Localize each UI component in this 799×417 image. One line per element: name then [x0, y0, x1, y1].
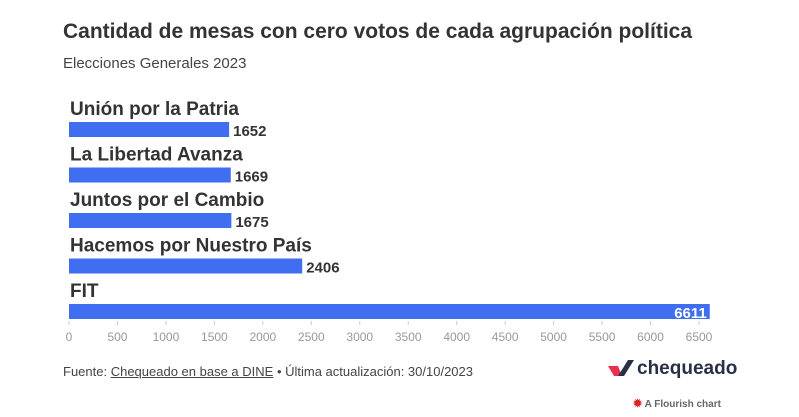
- category-label: Juntos por el Cambio: [70, 190, 264, 211]
- x-tick-label: 6000: [637, 330, 664, 344]
- data-label: 1675: [235, 214, 268, 231]
- source-prefix: Fuente:: [63, 364, 111, 379]
- flourish-credit[interactable]: ✹ A Flourish chart: [633, 397, 721, 410]
- x-tick-label: 3500: [395, 330, 422, 344]
- chart-title: Cantidad de mesas con cero votos de cada…: [63, 20, 693, 43]
- bar[interactable]: [69, 258, 303, 274]
- x-tick-label: 2000: [249, 330, 276, 344]
- source-suffix: • Última actualización: 30/10/2023: [273, 364, 473, 379]
- x-tick-label: 1000: [153, 330, 180, 344]
- logo-text: chequeado: [637, 358, 738, 379]
- source-link[interactable]: Chequeado en base a DINE: [110, 364, 274, 379]
- x-tick-label: 1500: [201, 330, 228, 344]
- x-tick-label: 500: [107, 330, 127, 344]
- x-tick-label: 6500: [686, 330, 713, 344]
- data-label: 1669: [235, 169, 268, 186]
- flourish-icon: ✹: [633, 398, 643, 410]
- x-tick-label: 4500: [492, 330, 519, 344]
- bar[interactable]: [69, 213, 232, 228]
- x-tick-label: 2500: [298, 330, 325, 344]
- category-label: Hacemos por Nuestro País: [70, 236, 312, 257]
- x-tick-label: 5500: [589, 330, 616, 344]
- chequeado-logo[interactable]: chequeado: [608, 358, 737, 380]
- data-label: 2406: [306, 260, 339, 277]
- bar[interactable]: [69, 304, 710, 319]
- category-label: La Libertad Avanza: [70, 145, 243, 166]
- x-tick-label: 4000: [443, 330, 470, 344]
- chequeado-logo-icon: [608, 360, 634, 376]
- flourish-text: A Flourish chart: [644, 399, 721, 410]
- source-footer: Fuente: Chequeado en base a DINE • Últim…: [63, 364, 473, 379]
- data-label: 6611: [674, 305, 707, 322]
- bar[interactable]: [69, 122, 230, 137]
- x-tick-label: 3000: [346, 330, 373, 344]
- bar[interactable]: [69, 167, 231, 183]
- data-label: 1652: [233, 123, 266, 140]
- category-label: Unión por la Patria: [70, 99, 239, 120]
- chart-subtitle: Elecciones Generales 2023: [63, 55, 247, 72]
- x-tick-label: 5000: [540, 330, 567, 344]
- category-label: FIT: [70, 281, 99, 302]
- x-tick-label: 0: [66, 330, 73, 344]
